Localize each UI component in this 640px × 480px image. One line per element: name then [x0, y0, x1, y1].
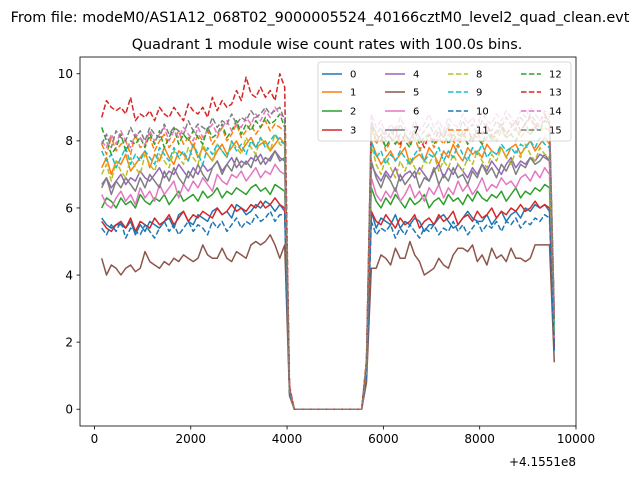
y-tick-label: 0	[65, 403, 73, 417]
x-tick-label: 4000	[272, 432, 303, 446]
y-tick-label: 4	[65, 268, 73, 282]
legend-label-0: 0	[350, 70, 356, 81]
legend-label-9: 9	[476, 88, 482, 99]
y-tick-label: 10	[58, 67, 73, 81]
legend-label-11: 11	[476, 126, 489, 137]
legend-label-1: 1	[350, 88, 356, 99]
legend-label-6: 6	[413, 107, 419, 118]
x-tick-label: 2000	[175, 432, 206, 446]
chart-title: Quadrant 1 module wise count rates with …	[132, 37, 523, 53]
x-tick-label: 8000	[464, 432, 495, 446]
legend-label-8: 8	[476, 70, 482, 81]
series-line-9	[101, 133, 556, 410]
series-line-5	[100, 234, 556, 410]
plot-frame	[79, 56, 577, 427]
legend-label-14: 14	[549, 107, 562, 118]
series-line-8	[101, 133, 556, 410]
series-line-14	[101, 106, 556, 410]
legend-label-10: 10	[476, 107, 489, 118]
y-axis: 0 2 4 6 8 10	[58, 67, 80, 417]
legend-label-15: 15	[549, 126, 562, 137]
series-line-15	[101, 106, 556, 410]
legend-label-13: 13	[549, 88, 562, 99]
legend-label-4: 4	[413, 70, 419, 81]
figure-suptitle: From file: modeM0/AS1A12_068T02_90000055…	[11, 10, 630, 26]
legend-label-3: 3	[350, 126, 356, 137]
y-tick-label: 8	[65, 134, 73, 148]
x-tick-label: 0	[91, 432, 99, 446]
legend-box	[317, 61, 572, 142]
series-line-0	[101, 200, 556, 410]
x-axis: 0 2000 4000 6000 8000 10000	[91, 426, 595, 446]
series-line-10	[101, 210, 556, 410]
legend-label-2: 2	[350, 107, 356, 118]
legend-label-5: 5	[413, 88, 419, 99]
x-tick-label: 6000	[368, 432, 399, 446]
x-offset-label: +4.1551e8	[509, 455, 576, 469]
legend-label-12: 12	[549, 70, 562, 81]
legend-label-7: 7	[413, 126, 419, 137]
x-tick-label: 10000	[557, 432, 595, 446]
y-tick-label: 2	[65, 335, 73, 349]
y-tick-label: 6	[65, 201, 73, 215]
